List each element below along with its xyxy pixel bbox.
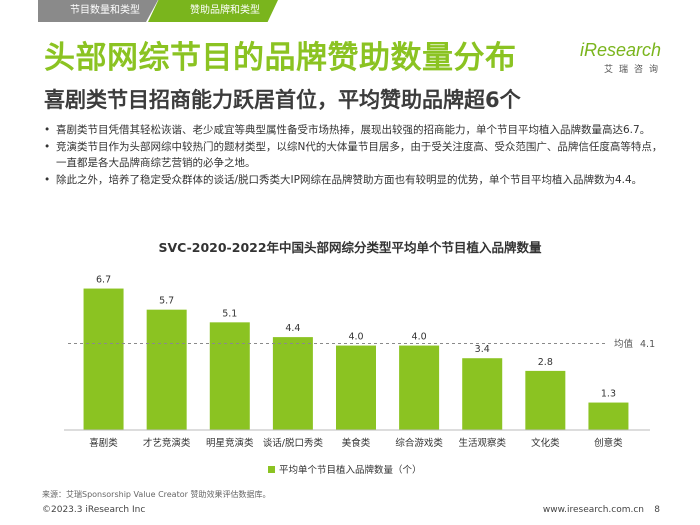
legend-swatch <box>268 466 275 473</box>
tab-program-count[interactable]: 节目数量和类型 <box>38 0 158 22</box>
bar-value-label: 5.1 <box>222 308 237 319</box>
bar-1 <box>146 309 187 430</box>
logo-subtext: 艾瑞咨询 <box>603 65 664 75</box>
page-subtitle: 喜剧类节目招商能力跃居首位，平均赞助品牌超6个 <box>44 88 521 112</box>
bullet-item: 除此之外，培养了稳定受众群体的谈话/脱口秀类大IP网综在品牌赞助方面也有较明显的… <box>44 172 664 189</box>
bar-value-label: 2.8 <box>538 357 553 368</box>
bar-4 <box>336 345 376 430</box>
bar-value-label: 4.0 <box>348 332 363 343</box>
category-label: 谈话/脱口秀类 <box>263 437 324 449</box>
category-label: 明星竞演类 <box>206 437 254 449</box>
bar-5 <box>399 345 440 430</box>
tab-sponsor-brands[interactable]: 赞助品牌和类型 <box>148 0 278 22</box>
bar-value-label: 5.7 <box>159 296 174 307</box>
bar-value-label: 4.0 <box>412 332 427 343</box>
category-label: 综合游戏类 <box>395 437 443 449</box>
bar-2 <box>209 322 250 430</box>
legend-label: 平均单个节目植入品牌数量（个） <box>279 464 422 476</box>
category-label: 美食类 <box>342 437 371 449</box>
page-title: 头部网综节目的品牌赞助数量分布 <box>44 40 517 76</box>
page-number: 8 <box>654 505 660 515</box>
bar-8 <box>588 402 629 430</box>
category-label: 生活观察类 <box>458 437 506 449</box>
bar-value-label: 1.3 <box>601 389 616 400</box>
source-note: 来源：艾瑞Sponsorship Value Creator 赞助效果评估数据库… <box>42 490 271 499</box>
bar-0 <box>83 288 124 430</box>
website-url[interactable]: www.iresearch.com.cn <box>542 505 644 515</box>
average-value: 4.1 <box>640 339 655 350</box>
chart-title: SVC-2020-2022年中国头部网综分类型平均单个节目植入品牌数量 <box>158 240 542 255</box>
category-label: 创意类 <box>594 437 623 449</box>
bar-3 <box>272 337 313 430</box>
bar-6 <box>462 358 503 430</box>
bar-value-label: 4.4 <box>285 323 300 334</box>
average-label: 均值 <box>614 338 634 350</box>
copyright: ©2023.3 iResearch Inc <box>42 505 146 515</box>
bullet-list: 喜剧类节目凭借其轻松诙谐、老少咸宜等典型属性备受市场热捧，展现出较强的招商能力，… <box>44 122 664 188</box>
bullet-item: 竞演类节目作为头部网综中较热门的题材类型，以综N代的大体量节目居多，由于受关注度… <box>44 139 664 172</box>
bar-value-label: 6.7 <box>96 275 111 286</box>
category-label: 文化类 <box>531 437 560 449</box>
section-tabs: 节目数量和类型 赞助品牌和类型 <box>38 0 278 22</box>
bar-7 <box>525 370 566 430</box>
category-label: 喜剧类 <box>89 437 118 449</box>
bullet-item: 喜剧类节目凭借其轻松诙谐、老少咸宜等典型属性备受市场热捧，展现出较强的招商能力，… <box>44 122 664 139</box>
iresearch-logo: iResearch 艾瑞咨询 <box>580 40 662 75</box>
category-label: 才艺竞演类 <box>143 437 191 449</box>
bar-value-label: 3.4 <box>475 344 490 355</box>
logo-wordmark: iResearch <box>580 40 662 60</box>
